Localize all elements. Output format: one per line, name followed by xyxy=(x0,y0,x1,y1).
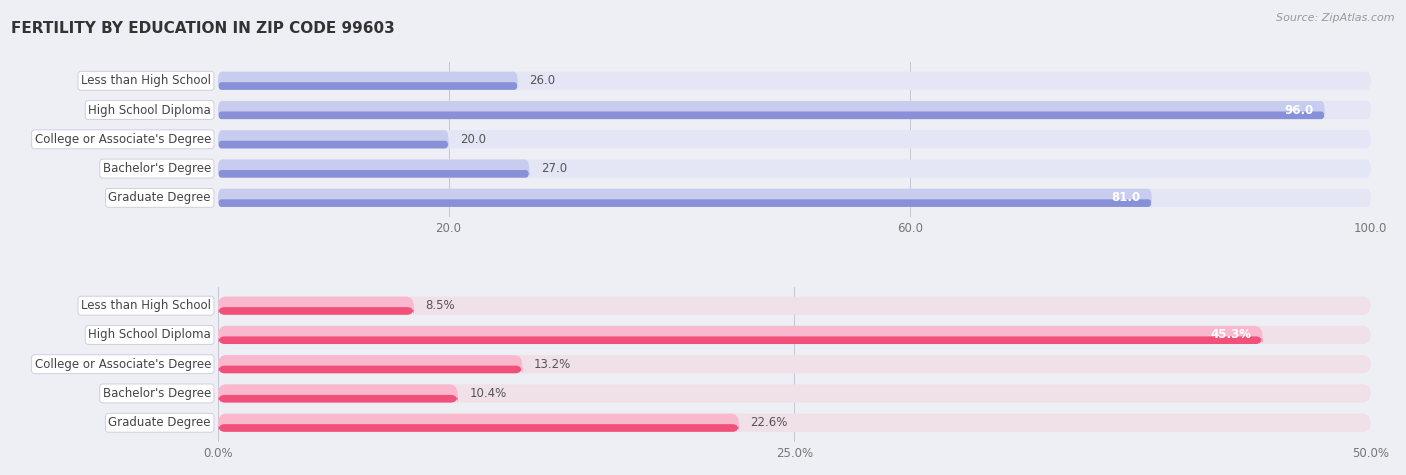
FancyBboxPatch shape xyxy=(218,424,740,432)
FancyBboxPatch shape xyxy=(218,189,1152,207)
Text: 81.0: 81.0 xyxy=(1111,191,1140,204)
FancyBboxPatch shape xyxy=(218,160,1371,178)
FancyBboxPatch shape xyxy=(218,326,1263,344)
FancyBboxPatch shape xyxy=(218,365,522,374)
FancyBboxPatch shape xyxy=(218,101,1324,119)
FancyBboxPatch shape xyxy=(218,355,522,373)
Text: 13.2%: 13.2% xyxy=(534,358,571,370)
Text: Source: ZipAtlas.com: Source: ZipAtlas.com xyxy=(1277,13,1395,23)
Text: Graduate Degree: Graduate Degree xyxy=(108,191,211,204)
FancyBboxPatch shape xyxy=(218,336,1263,344)
FancyBboxPatch shape xyxy=(218,414,1371,432)
FancyBboxPatch shape xyxy=(218,160,529,178)
Text: 20.0: 20.0 xyxy=(460,133,486,146)
FancyBboxPatch shape xyxy=(218,140,449,149)
Text: 45.3%: 45.3% xyxy=(1211,328,1251,342)
Text: 22.6%: 22.6% xyxy=(751,416,787,429)
Text: 96.0: 96.0 xyxy=(1284,104,1313,116)
FancyBboxPatch shape xyxy=(218,82,517,90)
FancyBboxPatch shape xyxy=(218,111,1324,120)
FancyBboxPatch shape xyxy=(218,72,1371,90)
FancyBboxPatch shape xyxy=(218,296,413,315)
Text: Bachelor's Degree: Bachelor's Degree xyxy=(103,162,211,175)
Text: 26.0: 26.0 xyxy=(529,74,555,87)
FancyBboxPatch shape xyxy=(218,384,1371,402)
Text: Less than High School: Less than High School xyxy=(82,299,211,312)
FancyBboxPatch shape xyxy=(218,199,1152,208)
FancyBboxPatch shape xyxy=(218,130,449,148)
Text: College or Associate's Degree: College or Associate's Degree xyxy=(35,358,211,370)
Text: College or Associate's Degree: College or Associate's Degree xyxy=(35,133,211,146)
FancyBboxPatch shape xyxy=(218,355,1371,373)
Text: Graduate Degree: Graduate Degree xyxy=(108,416,211,429)
Text: Bachelor's Degree: Bachelor's Degree xyxy=(103,387,211,400)
FancyBboxPatch shape xyxy=(218,296,1371,315)
Text: 10.4%: 10.4% xyxy=(470,387,506,400)
FancyBboxPatch shape xyxy=(218,72,517,90)
FancyBboxPatch shape xyxy=(218,306,413,315)
FancyBboxPatch shape xyxy=(218,189,1371,207)
Text: 27.0: 27.0 xyxy=(541,162,567,175)
FancyBboxPatch shape xyxy=(218,414,740,432)
Text: 8.5%: 8.5% xyxy=(426,299,456,312)
FancyBboxPatch shape xyxy=(218,384,458,402)
Text: High School Diploma: High School Diploma xyxy=(89,328,211,342)
FancyBboxPatch shape xyxy=(218,101,1371,119)
Text: FERTILITY BY EDUCATION IN ZIP CODE 99603: FERTILITY BY EDUCATION IN ZIP CODE 99603 xyxy=(11,21,395,37)
FancyBboxPatch shape xyxy=(218,394,458,403)
FancyBboxPatch shape xyxy=(218,170,529,178)
FancyBboxPatch shape xyxy=(218,326,1371,344)
Text: High School Diploma: High School Diploma xyxy=(89,104,211,116)
FancyBboxPatch shape xyxy=(218,130,1371,148)
Text: Less than High School: Less than High School xyxy=(82,74,211,87)
